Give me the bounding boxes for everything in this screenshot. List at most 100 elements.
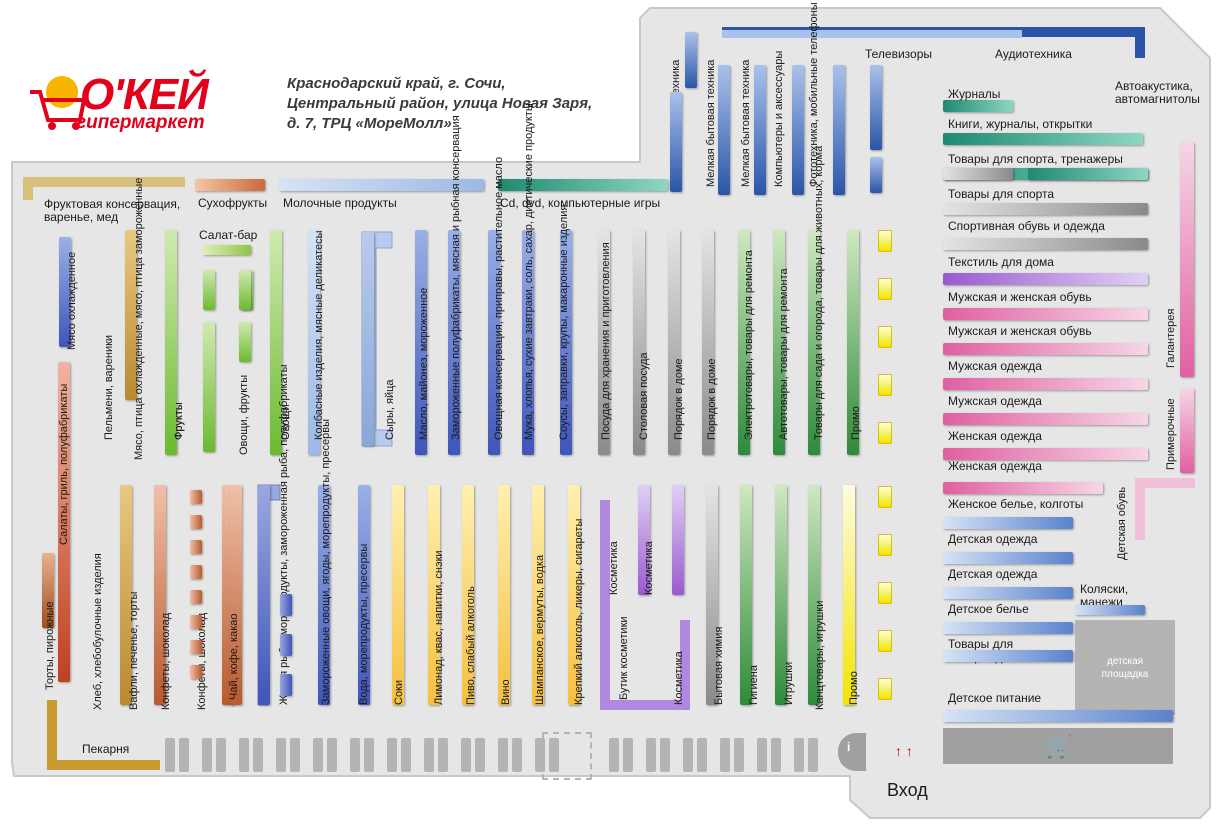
- right-zone-bar: [943, 203, 1148, 215]
- lower-aisle-bar: [808, 485, 820, 705]
- checkout-lane: [290, 738, 300, 772]
- upper-aisle-label: Колбасные изделия, мясные деликатесы: [313, 230, 325, 440]
- right-zone-bar: [1028, 168, 1148, 180]
- upper-aisle-bar: [598, 230, 610, 455]
- upper-aisle-bar: [808, 230, 820, 455]
- right-zone-bar: [943, 448, 1148, 460]
- upper-aisle-label: Масло, майонез, мороженное: [418, 287, 430, 440]
- cart-icon: 🛒: [1045, 734, 1073, 759]
- right-zone-label: Детская одежда: [948, 567, 1038, 581]
- lower-aisle-label: Вафли, печенье, торты: [128, 591, 140, 710]
- salad-bar: [203, 245, 251, 255]
- checkout-lane: [438, 738, 448, 772]
- checkout-lane: [364, 738, 374, 772]
- lower-aisle-bar: [230, 485, 242, 705]
- upper-aisle-bar: [633, 230, 645, 455]
- lower-aisle-label: Лимонад, квас, напитки, снэки: [433, 550, 445, 705]
- right-zone-label: Журналы: [948, 87, 1001, 101]
- fish-box: [280, 674, 292, 696]
- electronics-bar: [718, 65, 730, 195]
- upper-aisle-bar: [362, 232, 374, 446]
- kids-shoes-corner: [1135, 478, 1195, 540]
- address-line: д. 7, ТРЦ «МореМолл»: [287, 115, 452, 132]
- lower-aisle-bar: [258, 485, 270, 705]
- checkout-lane: [609, 738, 619, 772]
- lower-aisle-bar: [392, 485, 404, 705]
- lower-aisle-label: Крепкий алкоголь, ликеры, сигареты: [573, 518, 585, 705]
- lower-aisle-label: Бутик косметики: [618, 616, 630, 700]
- electronics-bar: [792, 65, 804, 195]
- checkout-lane: [253, 738, 263, 772]
- upper-aisle-label: Мука, хлопья, сухие завтраки, соль, саха…: [523, 103, 535, 440]
- upper-aisle-bar: [668, 230, 680, 455]
- promo-box: [878, 630, 892, 652]
- lower-aisle-label: Канцтовары, игрушки: [814, 600, 826, 710]
- right-zone-label: Женская одежда: [948, 459, 1042, 473]
- lower-aisle-bar: [532, 485, 544, 705]
- info-icon[interactable]: i: [847, 740, 851, 754]
- right-zone-bar: [943, 378, 1148, 390]
- upper-aisle-bar: [308, 230, 320, 455]
- upper-aisle-label: Промо: [850, 406, 862, 440]
- fruit-conserve-label: Фруктовая консервация, варенье, мед: [44, 197, 181, 224]
- upper-aisle-label: Столовая посуда: [638, 352, 650, 441]
- cd-dvd-label: Cd, dvd, компьютерные игры: [500, 196, 661, 210]
- fish-box: [280, 634, 292, 656]
- lower-aisle-bar: [154, 485, 166, 705]
- upper-aisle-label: Посуда для хранения и приготовления: [600, 242, 612, 440]
- electronics-label: Фототехника, мобильные телефоны: [808, 2, 820, 187]
- electronics-bar: [670, 92, 682, 192]
- lower-aisle-label: Промо: [848, 671, 860, 705]
- upper-aisle-label: Фрукты: [173, 402, 185, 440]
- checkout-lane: [239, 738, 249, 772]
- dried-fruit-label: Сухофрукты: [198, 196, 268, 210]
- checkout-lane: [313, 738, 323, 772]
- lower-aisle-bar: [462, 485, 474, 705]
- checkout-lane: [660, 738, 670, 772]
- checkout-lane: [461, 738, 471, 772]
- lower-aisle-bar: [568, 485, 580, 705]
- fruit-conserve-bar: [23, 177, 185, 200]
- right-zone-bar: [943, 650, 1073, 662]
- upper-aisle-bar: [203, 270, 215, 310]
- lower-aisle-bar: [428, 485, 440, 705]
- right-zone-label: Детское питание: [948, 691, 1042, 705]
- right-zone-label: Книги, журналы, открытки: [948, 117, 1093, 131]
- upper-aisle-label: Пельмени, вареники: [103, 334, 115, 440]
- checkout-lane: [401, 738, 411, 772]
- haberdashery-label: Галантерея: [1165, 308, 1177, 368]
- lower-aisle-label: Косметика: [608, 541, 620, 595]
- right-zone-label: Спортивная обувь и одежда: [948, 219, 1105, 233]
- checkout-lane: [757, 738, 767, 772]
- upper-aisle-bar: [560, 230, 572, 455]
- right-zone-label: Товары для спорта: [948, 187, 1055, 201]
- lower-aisle-bar: [58, 362, 70, 682]
- upper-aisle-label: Товары для сада и огорода, товары для жи…: [813, 145, 825, 440]
- candy-box: [190, 615, 202, 629]
- fish-box: [280, 594, 292, 616]
- checkout-lane: [498, 738, 508, 772]
- right-zone-bar: [943, 587, 1073, 599]
- checkout-lane: [549, 738, 559, 772]
- address-line: Краснодарский край, г. Сочи,: [287, 75, 506, 92]
- candy-box: [190, 565, 202, 579]
- cosmetics-boutique-bar: [600, 500, 690, 710]
- electronics-bar: [685, 32, 697, 88]
- lower-aisle-label: Конфеты, шоколад: [160, 612, 172, 710]
- right-zone-bar: [943, 710, 1173, 722]
- lower-aisle-bar: [706, 485, 718, 705]
- right-zone-bar: [943, 343, 1148, 355]
- right-zone-bar: [943, 517, 1073, 529]
- lower-aisle-label: Салаты, гриль, полуфабрикаты: [58, 383, 70, 545]
- upper-aisle-label: Замороженные полуфабрикаты, мясная и рыб…: [450, 115, 462, 440]
- checkout-lane: [697, 738, 707, 772]
- electronics-bar: [754, 65, 766, 195]
- electronics-label: Мелкая бытовая техника: [740, 59, 752, 187]
- checkout-lane: [216, 738, 226, 772]
- dairy-label: Молочные продукты: [283, 196, 397, 210]
- upper-aisle-label: Электротовары, товары для ремонта: [743, 250, 755, 440]
- lower-aisle-label: Замороженные овощи, ягоды, морепродукты,…: [320, 418, 332, 705]
- checkout-lane: [387, 738, 397, 772]
- audio-label: Аудиотехника: [995, 47, 1072, 61]
